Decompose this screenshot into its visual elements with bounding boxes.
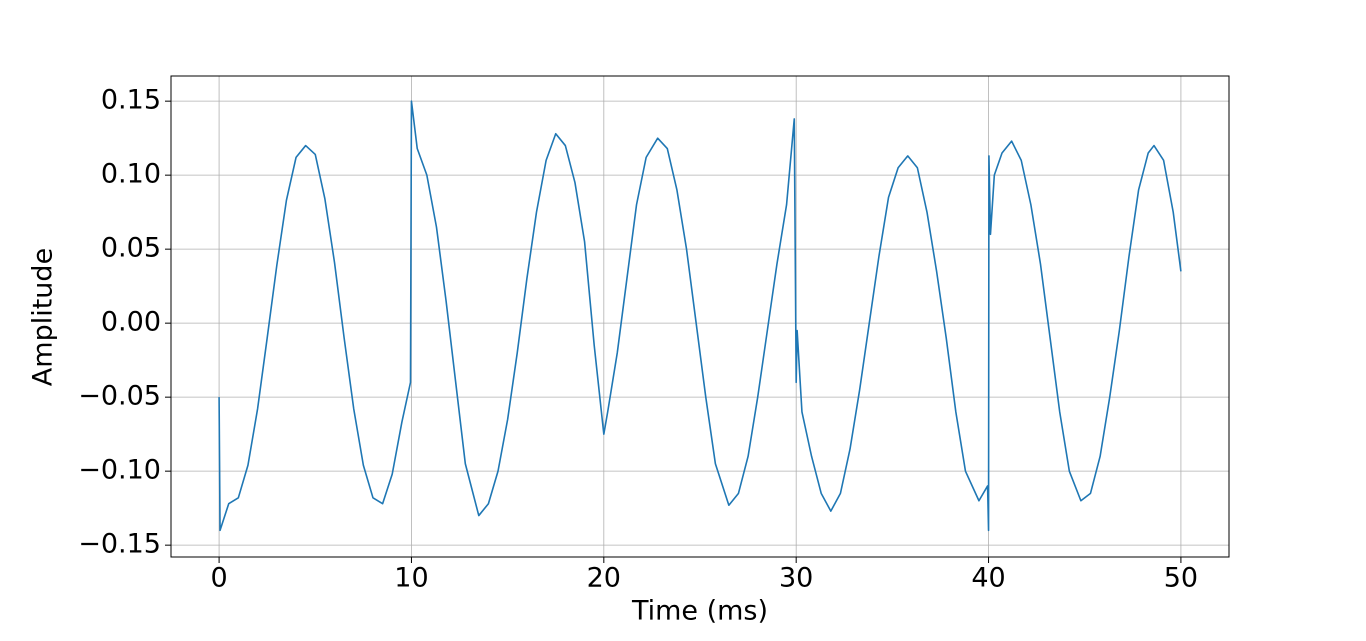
x-tick-label: 20 [587, 563, 621, 594]
x-tick-label: 40 [971, 563, 1005, 594]
y-tick-label: −0.05 [78, 381, 161, 412]
y-tick-label: −0.15 [78, 529, 161, 560]
series-line [218, 100, 1182, 532]
x-axis-label: Time (ms) [631, 596, 768, 627]
y-tick-label: 0.05 [101, 233, 161, 264]
y-tick-label: 0.00 [101, 307, 161, 338]
y-axis-label: Amplitude [28, 248, 59, 386]
y-tick-label: −0.10 [78, 455, 161, 486]
y-tick-label: 0.15 [101, 85, 161, 116]
x-tick-label: 30 [779, 563, 813, 594]
y-tick-label: 0.10 [101, 159, 161, 190]
plot-frame [170, 75, 1230, 558]
x-tick-label: 50 [1164, 563, 1198, 594]
x-tick-label: 10 [394, 563, 428, 594]
x-tick-label: 0 [210, 563, 227, 594]
